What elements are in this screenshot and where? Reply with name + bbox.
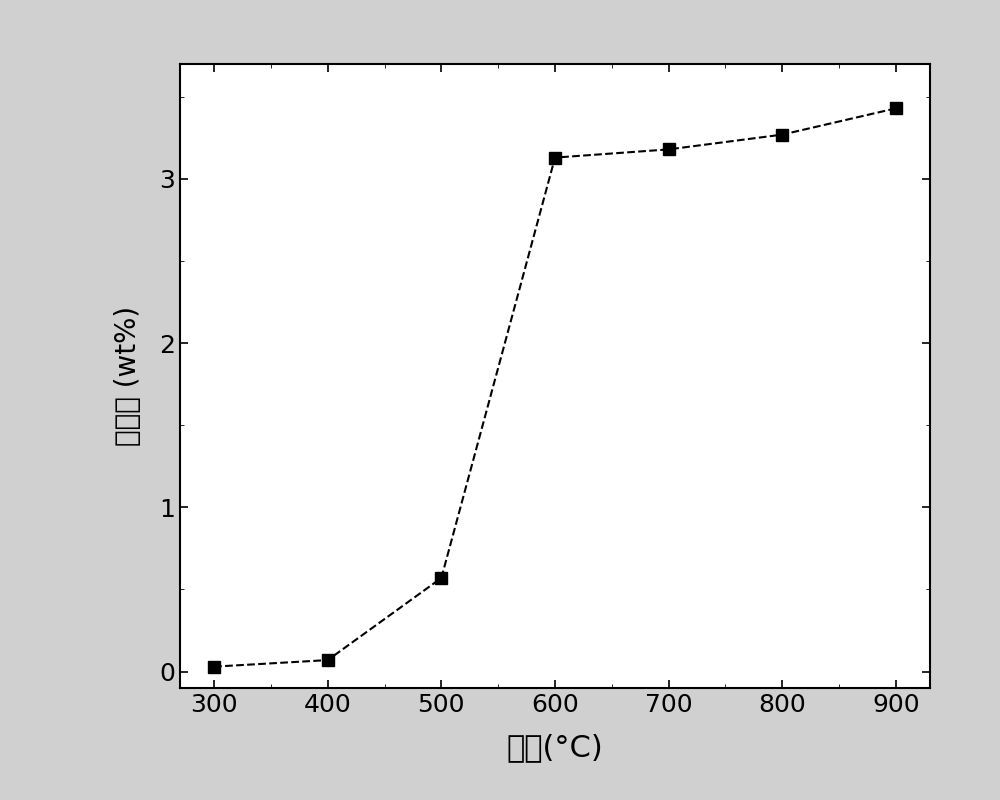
X-axis label: 温度(°C): 温度(°C) <box>507 734 603 762</box>
Y-axis label: 储氢量 (wt%): 储氢量 (wt%) <box>114 306 142 446</box>
